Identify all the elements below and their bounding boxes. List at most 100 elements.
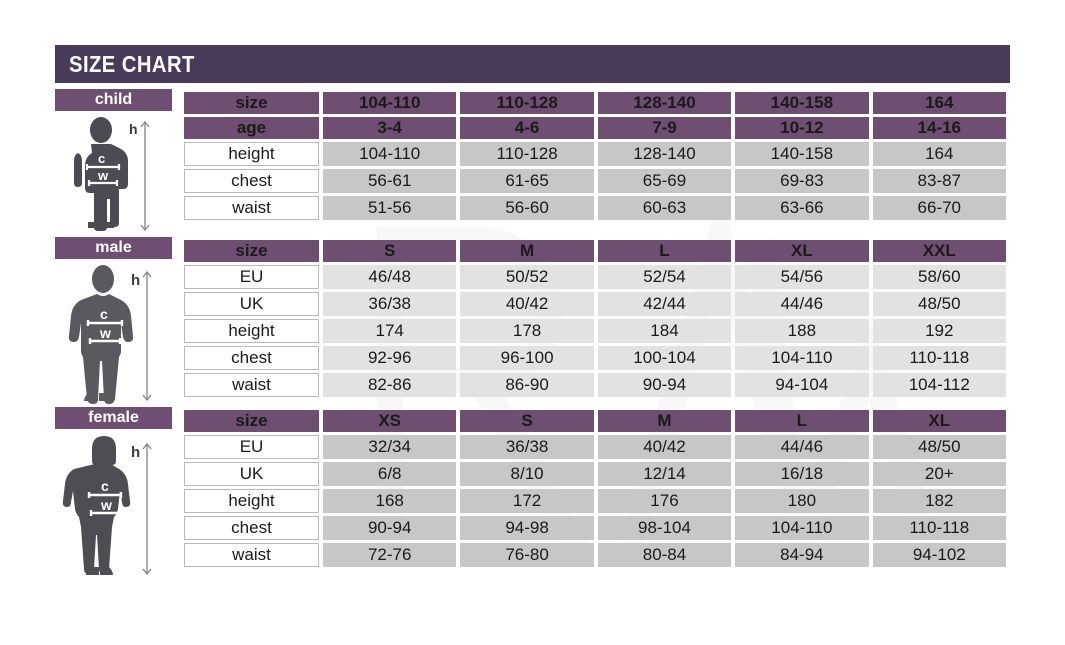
section-male: male h c w size S M L XL XXL EU 46/48 50/52 52/54… bbox=[55, 237, 1010, 407]
column-header-cell: 164 bbox=[872, 92, 1006, 114]
measurement-cell: 61-65 bbox=[460, 169, 594, 193]
measurement-cell: 46/48 bbox=[323, 265, 457, 289]
table-row: height 168 172 176 180 182 bbox=[184, 489, 1006, 513]
row-label-waist: waist bbox=[184, 543, 319, 567]
table-row: waist 72-76 76-80 80-84 84-94 94-102 bbox=[184, 543, 1006, 567]
column-header-cell: 14-16 bbox=[872, 117, 1006, 139]
measurement-cell: 58/60 bbox=[872, 265, 1006, 289]
measurement-cell: 94-98 bbox=[460, 516, 594, 540]
column-header-cell: 3-4 bbox=[323, 117, 457, 139]
row-label-chest: chest bbox=[184, 346, 319, 370]
table-row: age 3-4 4-6 7-9 10-12 14-16 bbox=[184, 117, 1006, 139]
svg-text:h: h bbox=[131, 444, 140, 461]
column-header-cell: 104-110 bbox=[323, 92, 457, 114]
measurement-cell: 110-128 bbox=[460, 142, 594, 166]
measurement-cell: 164 bbox=[872, 142, 1006, 166]
figure-column-child: child h c w bbox=[55, 89, 172, 237]
section-child: child h c w size 104-110 110-128 128-140 140… bbox=[55, 89, 1010, 237]
table-row: EU 46/48 50/52 52/54 54/56 58/60 bbox=[184, 265, 1006, 289]
page-title: SIZE CHART bbox=[69, 50, 195, 77]
measurement-cell: 100-104 bbox=[597, 346, 732, 370]
measurement-cell: 192 bbox=[872, 319, 1006, 343]
measurement-cell: 48/50 bbox=[872, 435, 1006, 459]
measurement-cell: 51-56 bbox=[323, 196, 457, 220]
measurement-cell: 83-87 bbox=[872, 169, 1006, 193]
row-label-EU: EU bbox=[184, 435, 319, 459]
column-header-cell: 7-9 bbox=[597, 117, 732, 139]
size-chart: SIZE CHART child h c w size 104-110 110-12… bbox=[55, 45, 1010, 585]
measurement-cell: 104-110 bbox=[735, 346, 869, 370]
measurement-cell: 16/18 bbox=[735, 462, 869, 486]
column-header-cell: XXL bbox=[872, 240, 1006, 262]
row-label-height: height bbox=[184, 142, 319, 166]
row-label-height: height bbox=[184, 319, 319, 343]
measurement-cell: 96-100 bbox=[460, 346, 594, 370]
child-silhouette: h c w bbox=[55, 113, 172, 237]
measurement-cell: 110-118 bbox=[872, 516, 1006, 540]
measurement-cell: 44/46 bbox=[735, 435, 869, 459]
child-silhouette: h c w bbox=[73, 117, 150, 232]
measurement-cell: 72-76 bbox=[323, 543, 457, 567]
chart-title-bar: SIZE CHART bbox=[55, 45, 1010, 83]
column-header-cell: XL bbox=[872, 410, 1006, 432]
measurement-cell: 36/38 bbox=[460, 435, 594, 459]
column-header-cell: L bbox=[735, 410, 869, 432]
row-label-height: height bbox=[184, 489, 319, 513]
measurement-cell: 90-94 bbox=[597, 373, 732, 397]
measurement-cell: 182 bbox=[872, 489, 1006, 513]
measurement-cell: 188 bbox=[735, 319, 869, 343]
row-header-size: size bbox=[184, 410, 319, 432]
figure-column-male: male h c w bbox=[55, 237, 172, 407]
measurement-cell: 40/42 bbox=[460, 292, 594, 316]
row-label-EU: EU bbox=[184, 265, 319, 289]
table-row: chest 92-96 96-100 100-104 104-110 110-118 bbox=[184, 346, 1006, 370]
table-row: size S M L XL XXL bbox=[184, 240, 1006, 262]
column-header-cell: S bbox=[460, 410, 594, 432]
measurement-cell: 180 bbox=[735, 489, 869, 513]
measurement-cell: 56-61 bbox=[323, 169, 457, 193]
table-row: EU 32/34 36/38 40/42 44/46 48/50 bbox=[184, 435, 1006, 459]
row-label-chest: chest bbox=[184, 169, 319, 193]
measurement-cell: 184 bbox=[597, 319, 732, 343]
table-row: UK 36/38 40/42 42/44 44/46 48/50 bbox=[184, 292, 1006, 316]
table-row: size 104-110 110-128 128-140 140-158 164 bbox=[184, 92, 1006, 114]
row-label-UK: UK bbox=[184, 292, 319, 316]
column-header-cell: XL bbox=[735, 240, 869, 262]
measurement-cell: 110-118 bbox=[872, 346, 1006, 370]
measurement-cell: 176 bbox=[597, 489, 732, 513]
column-header-cell: 128-140 bbox=[597, 92, 732, 114]
measurement-cell: 60-63 bbox=[597, 196, 732, 220]
measurement-cell: 66-70 bbox=[872, 196, 1006, 220]
size-table-child: size 104-110 110-128 128-140 140-158 164 age 3-… bbox=[180, 89, 1010, 223]
svg-text:c: c bbox=[101, 478, 109, 494]
female-silhouette: h c w bbox=[55, 431, 172, 581]
measurement-cell: 52/54 bbox=[597, 265, 732, 289]
category-badge-male: male bbox=[55, 237, 172, 259]
table-column-child: size 104-110 110-128 128-140 140-158 164 age 3-… bbox=[172, 89, 1010, 237]
measurement-cell: 90-94 bbox=[323, 516, 457, 540]
measurement-cell: 36/38 bbox=[323, 292, 457, 316]
table-row: height 174 178 184 188 192 bbox=[184, 319, 1006, 343]
measurement-cell: 54/56 bbox=[735, 265, 869, 289]
column-header-cell: 110-128 bbox=[460, 92, 594, 114]
table-row: chest 90-94 94-98 98-104 104-110 110-118 bbox=[184, 516, 1006, 540]
male-silhouette: h c w bbox=[68, 265, 152, 404]
table-row: chest 56-61 61-65 65-69 69-83 83-87 bbox=[184, 169, 1006, 193]
measurement-cell: 80-84 bbox=[597, 543, 732, 567]
male-silhouette: h c w bbox=[55, 261, 172, 407]
measurement-cell: 32/34 bbox=[323, 435, 457, 459]
measurement-cell: 104-110 bbox=[323, 142, 457, 166]
table-column-male: size S M L XL XXL EU 46/48 50/52 52/54 54/56 58/60 U… bbox=[172, 237, 1010, 407]
measurement-cell: 104-112 bbox=[872, 373, 1006, 397]
column-header-cell: S bbox=[323, 240, 457, 262]
measurement-cell: 44/46 bbox=[735, 292, 869, 316]
measurement-cell: 63-66 bbox=[735, 196, 869, 220]
column-header-cell: 140-158 bbox=[735, 92, 869, 114]
table-row: UK 6/8 8/10 12/14 16/18 20+ bbox=[184, 462, 1006, 486]
measurement-cell: 6/8 bbox=[323, 462, 457, 486]
column-header-cell: L bbox=[597, 240, 732, 262]
category-badge-female: female bbox=[55, 407, 172, 429]
chart-body: child h c w size 104-110 110-128 128-140 140… bbox=[55, 89, 1010, 581]
section-female: female h c w size XS S M L XL EU 32/34 36/38 40/4… bbox=[55, 407, 1010, 581]
measurement-cell: 178 bbox=[460, 319, 594, 343]
